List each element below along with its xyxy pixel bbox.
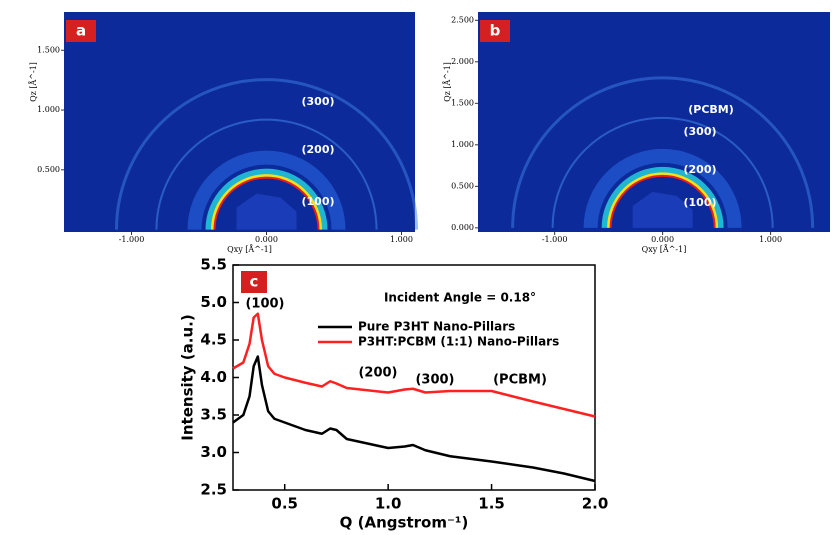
annotation: (100)	[245, 297, 284, 312]
scattering-ring	[187, 150, 346, 230]
scattering-ring	[213, 176, 320, 230]
panel-label: b	[490, 22, 501, 40]
legend-label: Pure P3HT Nano-Pillars	[358, 320, 515, 334]
panel-label: a	[76, 22, 86, 40]
peak-annotation: (300)	[683, 125, 716, 138]
x-axis-label: Q (Angstrom⁻¹)	[340, 514, 469, 532]
y-tick-label: 0.500	[451, 181, 474, 190]
x-tick-label: 1.5	[478, 495, 505, 513]
y-tick-label: 2.5	[200, 481, 227, 499]
peak-annotation: (100)	[683, 196, 716, 209]
y-tick-label: 2.000	[451, 57, 474, 66]
scattering-ring	[205, 168, 328, 230]
beamstop	[236, 193, 297, 230]
x-tick-label: 0.000	[255, 235, 278, 244]
y-tick-label: 5.0	[200, 293, 227, 311]
x-tick-label: 0.5	[271, 495, 298, 513]
y-tick-label: 0.500	[37, 165, 60, 174]
annotation: (PCBM)	[493, 373, 547, 388]
x-tick-label: 1.000	[390, 235, 413, 244]
y-axis-label: Qz [Å^-1]	[443, 62, 452, 102]
panel-label: c	[250, 273, 259, 291]
scattering-ring	[609, 174, 716, 228]
peak-annotation: (300)	[301, 95, 334, 108]
scattering-ring	[551, 116, 774, 228]
x-tick-label: -1.000	[119, 235, 145, 244]
y-tick-label: 1.000	[37, 105, 60, 114]
peak-annotation: (200)	[683, 163, 716, 176]
x-axis-label: Qxy [Å^-1]	[227, 245, 272, 254]
y-axis-label: Intensity (a.u.)	[179, 314, 197, 440]
scattering-ring	[211, 174, 322, 230]
annotation: Incident Angle = 0.18°	[384, 291, 536, 305]
beamstop	[632, 191, 693, 228]
y-tick-label: 2.500	[451, 15, 474, 24]
y-tick-label: 1.500	[451, 98, 474, 107]
scattering-ring	[511, 76, 815, 228]
panel-label-box	[480, 20, 510, 42]
y-tick-label: 1.500	[37, 45, 60, 54]
peak-annotation: (200)	[301, 143, 334, 156]
x-tick-label: 1.0	[375, 495, 402, 513]
y-tick-label: 4.5	[200, 331, 227, 349]
data-line	[232, 312, 596, 418]
panel-label-box	[66, 20, 96, 42]
y-tick-label: 1.000	[451, 140, 474, 149]
scattering-ring	[155, 118, 378, 230]
y-tick-label: 4.0	[200, 368, 227, 386]
legend-label: P3HT:PCBM (1:1) Nano-Pillars	[358, 335, 559, 349]
y-tick-label: 5.5	[200, 256, 227, 274]
y-tick-label: 3.0	[200, 443, 227, 461]
data-line	[232, 355, 596, 483]
x-axis-label: Qxy [Å^-1]	[642, 245, 687, 254]
y-tick-label: 0.000	[451, 223, 474, 232]
panel-label-box	[241, 271, 267, 293]
scattering-ring	[607, 172, 719, 228]
y-axis-label: Qz [Å^-1]	[29, 62, 38, 102]
x-tick-label: 2.0	[582, 495, 609, 513]
peak-annotation: (100)	[301, 195, 334, 208]
annotation: (200)	[358, 366, 397, 381]
peak-annotation: (PCBM)	[688, 103, 734, 116]
y-tick-label: 3.5	[200, 406, 227, 424]
x-tick-label: -1.000	[542, 235, 568, 244]
scattering-ring	[601, 166, 724, 228]
x-tick-label: 1.000	[759, 235, 782, 244]
scattering-ring	[583, 148, 742, 228]
x-tick-label: 0.000	[651, 235, 674, 244]
annotation: (300)	[415, 373, 454, 388]
scattering-ring	[115, 78, 418, 230]
